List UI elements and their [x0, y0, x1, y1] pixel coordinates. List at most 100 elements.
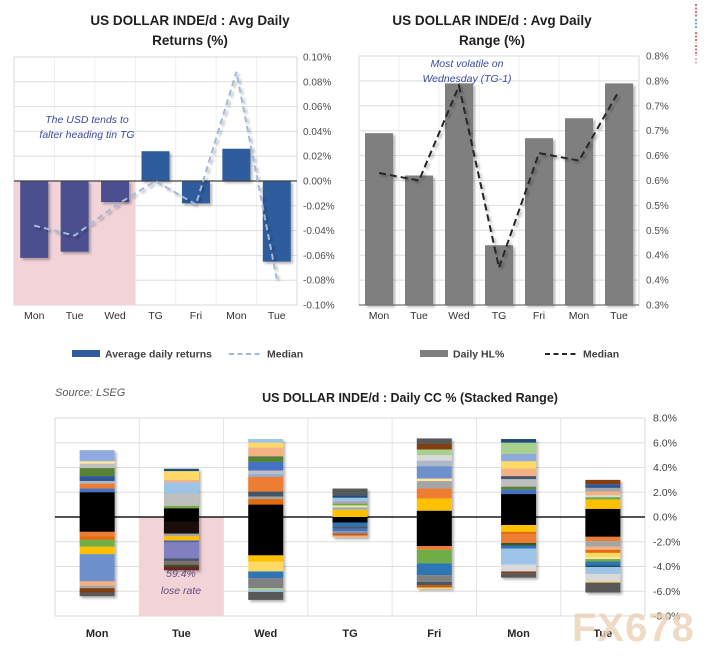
x-category-label: TG [342, 628, 357, 640]
stack-segment [163, 482, 199, 494]
stack-segment [248, 461, 284, 471]
y-tick-label: 8.0% [653, 413, 677, 425]
stack-segment [79, 546, 115, 555]
x-category-label: Tue [66, 310, 84, 322]
stack-segment [248, 561, 284, 572]
stack-segment [163, 533, 199, 537]
stack-segment [501, 468, 537, 477]
stack-segment [248, 442, 284, 448]
x-category-label: Tue [410, 310, 428, 322]
stack-segment [416, 455, 452, 461]
stack-segment [416, 449, 452, 456]
stack-segment [501, 486, 537, 490]
stack-segment [501, 531, 537, 535]
stack-segment [79, 592, 115, 597]
stack-segment [585, 491, 621, 496]
source-note: Source: LSEG [55, 387, 126, 399]
stack-segment [501, 453, 537, 462]
range-chart-title-line1: US DOLLAR INDE/d : Avg Daily [392, 13, 592, 28]
stacked-bar-fri-4 [416, 438, 452, 589]
stack-segment [501, 479, 537, 487]
stack-segment [585, 549, 621, 553]
stack-segment [79, 554, 115, 582]
x-category-label: Wed [254, 628, 277, 640]
stack-segment [79, 492, 115, 532]
bar-fri-4 [181, 181, 210, 204]
y-tick-label: 0.6% [646, 176, 669, 187]
stack-segment [416, 546, 452, 550]
y-tick-label: 0.5% [646, 226, 669, 237]
stack-segment [416, 575, 452, 582]
stack-segment [248, 456, 284, 462]
y-tick-label: -4.0% [653, 561, 680, 573]
stack-segment [79, 531, 115, 537]
stack-segment [163, 508, 199, 522]
stack-segment [248, 504, 284, 556]
returns-chart-title-line2: Returns (%) [152, 32, 228, 48]
legend-label: Average daily returns [105, 349, 212, 361]
y-tick-label: 0.10% [303, 53, 331, 64]
y-tick-label: 0.5% [646, 201, 669, 212]
highlight-region [14, 181, 136, 305]
bar-tue-6 [262, 181, 291, 262]
stacked-bar-tue-6 [585, 479, 621, 593]
bar-wed-2 [101, 181, 130, 203]
stack-segment [416, 585, 452, 588]
y-tick-label: -6.0% [653, 586, 680, 598]
stack-segment [416, 443, 452, 450]
stack-segment [79, 450, 115, 462]
returns-annotation-line1: The USD tends to [45, 114, 129, 126]
stack-segment [248, 470, 284, 475]
stack-segment [501, 439, 537, 443]
legend-swatch-bar [72, 350, 100, 357]
y-tick-label: 0.02% [303, 152, 331, 163]
stack-segment [585, 552, 621, 558]
stack-segment [79, 463, 115, 469]
stack-segment [585, 557, 621, 560]
stack-segment [79, 588, 115, 593]
stack-segment [416, 587, 452, 589]
lose-rate-annotation-line1: 59.4% [166, 568, 196, 580]
stack-segment [416, 438, 452, 444]
stack-segment [585, 582, 621, 593]
stack-segment [248, 476, 284, 492]
stacked-bar-tue-1 [163, 468, 199, 571]
y-tick-label: 0.00% [303, 177, 331, 188]
bar-tg-3 [485, 245, 513, 305]
y-tick-label: 0.3% [646, 301, 669, 312]
y-tick-label: 0.06% [303, 102, 331, 113]
stack-segment [332, 509, 368, 517]
stack-segment [501, 564, 537, 572]
stack-segment [585, 546, 621, 550]
returns-annotation: The USD tends to falter heading tin TG [17, 113, 157, 143]
x-category-label: Fri [533, 310, 545, 322]
stack-segment [163, 521, 199, 534]
stack-segment [163, 542, 199, 559]
stack-segment [163, 540, 199, 543]
bar-wed-2 [445, 83, 473, 305]
x-category-label: Mon [226, 310, 247, 322]
stack-segment [501, 494, 537, 526]
x-category-label: Mon [569, 310, 590, 322]
stack-segment [248, 474, 284, 477]
legend-label: Median [583, 349, 619, 361]
x-category-label: TG [148, 310, 163, 322]
stack-segment [585, 541, 621, 547]
median-line [378, 82, 620, 272]
stack-segment [416, 581, 452, 586]
y-tick-label: 0.6% [646, 151, 669, 162]
y-tick-label: -0.10% [303, 301, 335, 312]
stack-segment [416, 481, 452, 489]
stack-segment [163, 505, 199, 509]
stack-segment [163, 479, 199, 483]
range-annotation-line2: Wednesday (TG-1) [422, 73, 512, 85]
stack-segment [332, 522, 368, 527]
y-tick-label: 0.4% [646, 251, 669, 262]
stack-segment [416, 563, 452, 576]
stack-segment [501, 442, 537, 454]
stack-segment [585, 499, 621, 509]
stack-segment [585, 495, 621, 498]
stacked-chart-title: US DOLLAR INDE/d : Daily CC % (Stacked R… [262, 391, 558, 405]
bar-tue-1 [60, 181, 89, 252]
